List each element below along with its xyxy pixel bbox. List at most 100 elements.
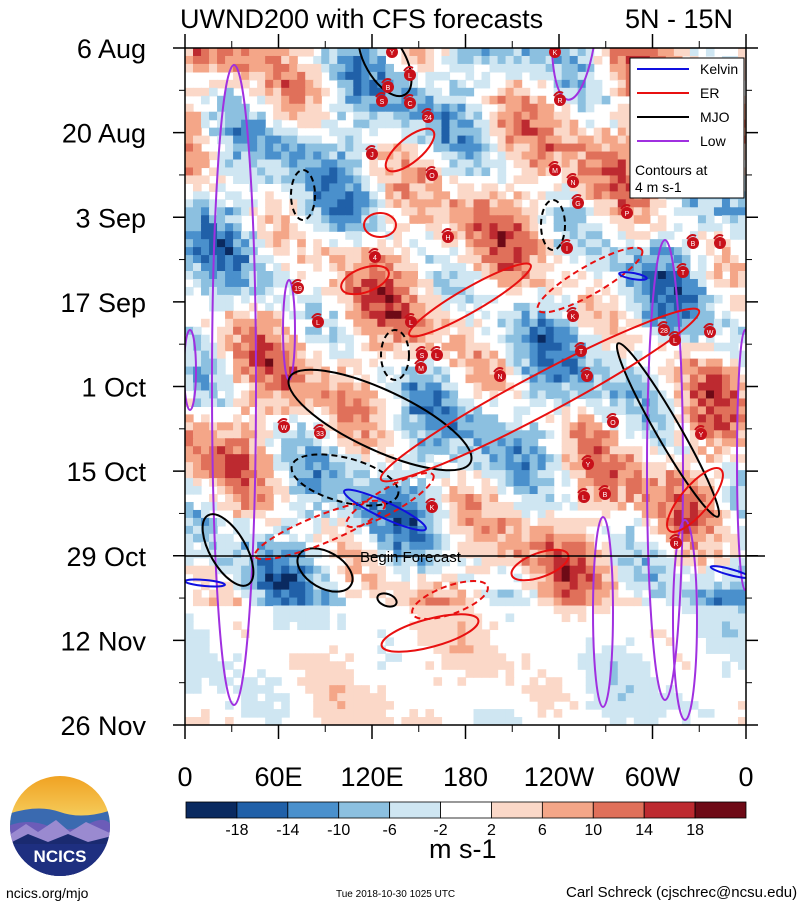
field-cell <box>329 406 338 415</box>
field-cell <box>353 589 362 599</box>
field-cell <box>393 422 402 431</box>
field-cell <box>409 422 419 431</box>
storm-tail <box>375 92 386 98</box>
storm-symbol <box>382 81 394 93</box>
field-cell <box>441 629 451 638</box>
field-cell <box>417 454 427 463</box>
field-cell <box>657 517 667 527</box>
field-cell <box>249 701 258 710</box>
field-cell <box>345 709 354 718</box>
field-cell <box>353 390 362 400</box>
field-cell <box>185 223 194 232</box>
field-cell <box>265 589 274 599</box>
storm-label: O <box>610 420 616 427</box>
field-cell <box>361 717 370 725</box>
field-cell <box>209 366 218 376</box>
storm-label: 33 <box>316 431 324 438</box>
field-cell <box>737 223 746 232</box>
field-cell <box>393 263 402 272</box>
storm-marker: Y <box>581 455 594 470</box>
field-cell <box>193 430 202 439</box>
field-cell <box>617 215 627 224</box>
field-cell <box>217 541 226 551</box>
field-cell <box>289 159 298 169</box>
field-cell <box>257 63 266 73</box>
field-cell <box>209 661 218 670</box>
field-cell <box>681 239 691 248</box>
field-cell <box>505 669 515 678</box>
field-cell <box>553 310 563 320</box>
field-cell <box>273 247 282 256</box>
field-cell <box>737 358 746 368</box>
field-cell <box>577 318 587 328</box>
field-cell <box>233 55 242 65</box>
field-cell <box>409 438 419 447</box>
field-cell <box>457 470 467 479</box>
field-cell <box>689 398 699 408</box>
field-cell <box>513 501 523 511</box>
field-cell <box>481 271 491 280</box>
field-cell <box>273 334 282 344</box>
field-cell <box>225 103 234 113</box>
field-cell <box>737 294 746 304</box>
field-cell <box>297 95 306 105</box>
field-cell <box>249 446 258 455</box>
storm-tail <box>566 307 577 313</box>
field-cell <box>385 255 394 264</box>
field-cell <box>721 629 731 638</box>
field-cell <box>465 661 475 670</box>
field-cell <box>401 557 410 567</box>
colorbar-swatch <box>338 801 391 819</box>
field-cell <box>721 597 731 607</box>
field-cell <box>217 430 226 439</box>
field-cell <box>505 318 515 328</box>
storm-symbol <box>426 169 438 181</box>
field-cell <box>369 573 378 583</box>
field-cell <box>401 350 410 360</box>
field-cell <box>193 247 202 256</box>
field-cell <box>313 486 322 495</box>
field-cell <box>433 494 443 503</box>
field-cell <box>329 669 338 678</box>
field-cell <box>705 533 715 543</box>
contour-line <box>340 264 390 296</box>
field-cell <box>441 48 451 57</box>
field-cell <box>257 271 266 280</box>
field-cell <box>401 501 410 511</box>
field-cell <box>441 398 451 408</box>
field-cell <box>569 326 579 336</box>
field-cell <box>673 326 683 336</box>
field-cell <box>473 382 483 392</box>
storm-marker: 4 <box>368 248 381 263</box>
field-cell <box>401 286 410 296</box>
field-cell <box>649 48 659 57</box>
field-cell <box>609 390 619 400</box>
field-cell <box>577 183 587 192</box>
storm-tail <box>311 313 322 319</box>
field-cell <box>593 318 603 328</box>
field-cell <box>705 478 715 487</box>
field-cell <box>353 263 362 272</box>
field-cell <box>297 565 306 575</box>
field-cell <box>553 207 563 216</box>
field-cell <box>297 494 306 503</box>
field-cell <box>225 119 234 129</box>
field-cell <box>649 422 659 431</box>
field-cell <box>473 191 483 200</box>
field-cell <box>377 143 386 153</box>
field-cell <box>449 63 459 73</box>
field-cell <box>609 470 619 479</box>
field-cell <box>705 509 715 519</box>
field-cell <box>529 231 539 240</box>
field-cell <box>713 223 723 232</box>
field-cell <box>489 239 499 248</box>
field-cell <box>617 446 627 455</box>
field-cell <box>393 95 402 105</box>
field-cell <box>633 278 643 288</box>
field-cell <box>401 478 410 487</box>
field-cell <box>705 709 715 718</box>
field-cell <box>265 406 274 415</box>
field-cell <box>585 653 595 662</box>
field-cell <box>529 143 539 153</box>
field-cell <box>193 645 202 654</box>
